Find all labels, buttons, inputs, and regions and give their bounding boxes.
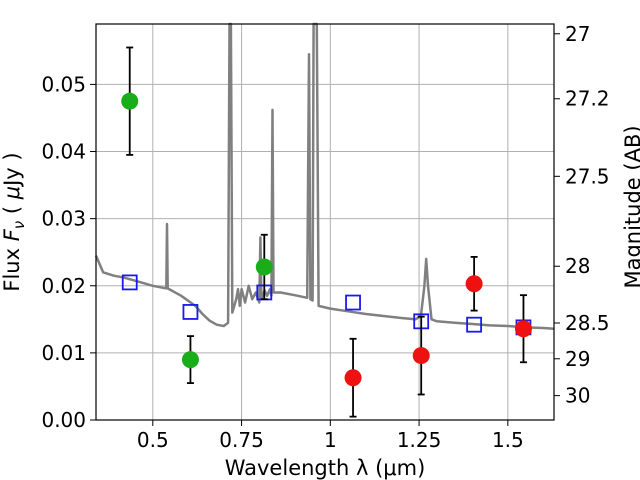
y2-tick-label: 28 [565, 254, 590, 278]
model-photometry-square [466, 316, 483, 333]
x-tick-label: 1 [324, 428, 337, 452]
observed-point [465, 275, 483, 293]
x-tick-label: 1.25 [397, 428, 442, 452]
observed-point [412, 347, 430, 365]
model-photometry-square [345, 294, 361, 311]
photometry-points [121, 46, 532, 418]
model-photometry-square [182, 304, 199, 320]
y2-tick-label: 28.5 [565, 311, 610, 335]
y-tick-label: 0.03 [41, 207, 86, 231]
y-tick-label: 0.04 [41, 140, 86, 164]
observed-point [344, 369, 362, 387]
observed-point [255, 258, 273, 276]
y-tick-label: 0.05 [41, 72, 86, 96]
y2-tick-label: 30 [565, 384, 590, 408]
model-spectrum-line [94, 22, 555, 330]
observed-point [514, 320, 532, 338]
model-spectrum [94, 22, 555, 330]
y-tick-label: 0.00 [41, 408, 86, 432]
y2-tick-label: 27.5 [565, 164, 610, 188]
y2-tick-label: 29 [565, 347, 590, 371]
axis-ticks: 0.5 0.75 1 1.25 1.5 0.00 0.01 0.02 0.03 0.04 0.05 2… [41, 22, 609, 452]
x-axis-label: Wavelength λ (μm) [225, 456, 426, 480]
grid [96, 24, 554, 421]
x-tick-label: 1.5 [492, 428, 524, 452]
plot-frame [95, 23, 555, 421]
x-tick-label: 0.75 [219, 428, 264, 452]
y-tick-label: 0.02 [41, 274, 86, 298]
observed-point [121, 92, 139, 110]
y2-axis-label: Magnitude (AB) [621, 125, 640, 288]
y-axis-label: Flux Fν ( μJy ) [0, 152, 28, 291]
x-tick-label: 0.5 [137, 428, 169, 452]
observed-point [181, 351, 199, 369]
model-photometry-square [121, 274, 138, 291]
y-tick-label: 0.01 [41, 341, 86, 365]
y2-tick-label: 27 [565, 22, 590, 46]
y2-tick-label: 27.2 [565, 87, 610, 111]
